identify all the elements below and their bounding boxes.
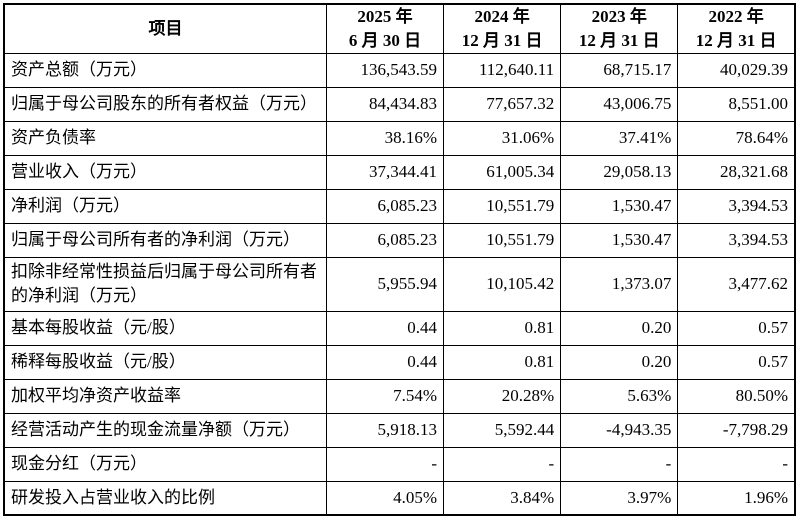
table-row: 资产负债率 38.16% 31.06% 37.41% 78.64% [3, 120, 796, 156]
row-label: 现金分红（万元） [3, 446, 327, 482]
column-header-period: 2022 年 12 月 31 日 [677, 3, 796, 54]
cell-value: - [325, 446, 445, 482]
table-body: 资产总额（万元） 136,543.59 112,640.11 68,715.17 40,… [3, 52, 796, 516]
cell-value: 0.81 [443, 310, 562, 346]
row-label: 加权平均净资产收益率 [3, 378, 327, 414]
cell-value: -4,943.35 [560, 412, 679, 448]
table-row: 净利润（万元） 6,085.23 10,551.79 1,530.47 3,394.53 [3, 188, 796, 224]
cell-value: 77,657.32 [443, 86, 562, 122]
cell-value: 3.97% [560, 480, 679, 516]
cell-value: -7,798.29 [677, 412, 796, 448]
cell-value: - [443, 446, 562, 482]
cell-value: 5,918.13 [325, 412, 445, 448]
cell-value: 68,715.17 [560, 52, 679, 88]
cell-value: 29,058.13 [560, 154, 679, 190]
cell-value: 7.54% [325, 378, 445, 414]
period-year: 2024 年 [474, 7, 530, 26]
cell-value: 0.57 [677, 344, 796, 380]
row-label: 基本每股收益（元/股） [3, 310, 327, 346]
cell-value: 1.96% [677, 480, 796, 516]
cell-value: 78.64% [677, 120, 796, 156]
cell-value: 20.28% [443, 378, 562, 414]
cell-value: 61,005.34 [443, 154, 562, 190]
period-date: 6 月 30 日 [348, 30, 422, 50]
table-row: 稀释每股收益（元/股） 0.44 0.81 0.20 0.57 [3, 344, 796, 380]
cell-value: 10,105.42 [443, 256, 562, 312]
cell-value: 40,029.39 [677, 52, 796, 88]
cell-value: 3,477.62 [677, 256, 796, 312]
cell-value: 37,344.41 [325, 154, 445, 190]
cell-value: 0.44 [325, 344, 445, 380]
table-row: 营业收入（万元） 37,344.41 61,005.34 29,058.13 28,32… [3, 154, 796, 190]
cell-value: 43,006.75 [560, 86, 679, 122]
cell-value: 3,394.53 [677, 188, 796, 224]
row-label: 资产负债率 [3, 120, 327, 156]
column-header-item: 项目 [3, 3, 327, 54]
cell-value: 31.06% [443, 120, 562, 156]
row-label: 营业收入（万元） [3, 154, 327, 190]
cell-value: 84,434.83 [325, 86, 445, 122]
cell-value: 5,955.94 [325, 256, 445, 312]
period-date: 12 月 31 日 [578, 30, 660, 50]
cell-value: 0.44 [325, 310, 445, 346]
cell-value: 5.63% [560, 378, 679, 414]
cell-value: 10,551.79 [443, 222, 562, 258]
row-label: 稀释每股收益（元/股） [3, 344, 327, 380]
column-header-period: 2023 年 12 月 31 日 [560, 3, 679, 54]
cell-value: 0.20 [560, 344, 679, 380]
cell-value: 136,543.59 [325, 52, 445, 88]
financial-summary-table: 项目 2025 年 6 月 30 日 2024 年 12 月 31 日 2023 年 12 … [3, 3, 796, 517]
table-row: 资产总额（万元） 136,543.59 112,640.11 68,715.17 40,… [3, 52, 796, 88]
cell-value: 1,530.47 [560, 222, 679, 258]
table-row: 归属于母公司所有者的净利润（万元） 6,085.23 10,551.79 1,530.… [3, 222, 796, 258]
period-year: 2023 年 [591, 7, 647, 26]
table-row: 现金分红（万元） - - - - [3, 446, 796, 482]
period-year: 2025 年 [357, 7, 413, 26]
cell-value: 10,551.79 [443, 188, 562, 224]
period-year: 2022 年 [708, 7, 764, 26]
column-header-period: 2024 年 12 月 31 日 [443, 3, 562, 54]
period-date: 12 月 31 日 [461, 30, 543, 50]
row-label: 归属于母公司所有者的净利润（万元） [3, 222, 327, 258]
table-row: 经营活动产生的现金流量净额（万元） 5,918.13 5,592.44 -4,943.… [3, 412, 796, 448]
cell-value: 28,321.68 [677, 154, 796, 190]
column-header-period: 2025 年 6 月 30 日 [325, 3, 445, 54]
table-row: 基本每股收益（元/股） 0.44 0.81 0.20 0.57 [3, 310, 796, 346]
cell-value: 6,085.23 [325, 222, 445, 258]
cell-value: 1,530.47 [560, 188, 679, 224]
cell-value: 6,085.23 [325, 188, 445, 224]
table-row: 研发投入占营业收入的比例 4.05% 3.84% 3.97% 1.96% [3, 480, 796, 516]
cell-value: 38.16% [325, 120, 445, 156]
cell-value: 1,373.07 [560, 256, 679, 312]
row-label: 研发投入占营业收入的比例 [3, 480, 327, 516]
header-row: 项目 2025 年 6 月 30 日 2024 年 12 月 31 日 2023 年 12 … [3, 3, 796, 54]
cell-value: 112,640.11 [443, 52, 562, 88]
row-label: 净利润（万元） [3, 188, 327, 224]
cell-value: 4.05% [325, 480, 445, 516]
period-date: 12 月 31 日 [695, 30, 777, 50]
row-label: 资产总额（万元） [3, 52, 327, 88]
row-label: 经营活动产生的现金流量净额（万元） [3, 412, 327, 448]
row-label: 归属于母公司股东的所有者权益（万元） [3, 86, 327, 122]
table-row: 加权平均净资产收益率 7.54% 20.28% 5.63% 80.50% [3, 378, 796, 414]
cell-value: 80.50% [677, 378, 796, 414]
cell-value: 8,551.00 [677, 86, 796, 122]
cell-value: 3.84% [443, 480, 562, 516]
cell-value: 37.41% [560, 120, 679, 156]
table-row: 归属于母公司股东的所有者权益（万元） 84,434.83 77,657.32 43,0… [3, 86, 796, 122]
table-header: 项目 2025 年 6 月 30 日 2024 年 12 月 31 日 2023 年 12 … [3, 3, 796, 54]
cell-value: 0.20 [560, 310, 679, 346]
cell-value: 5,592.44 [443, 412, 562, 448]
cell-value: 0.57 [677, 310, 796, 346]
cell-value: 0.81 [443, 344, 562, 380]
cell-value: - [677, 446, 796, 482]
row-label: 扣除非经常性损益后归属于母公司所有者的净利润（万元） [3, 256, 327, 312]
cell-value: 3,394.53 [677, 222, 796, 258]
table-row: 扣除非经常性损益后归属于母公司所有者的净利润（万元） 5,955.94 10,105… [3, 256, 796, 312]
cell-value: - [560, 446, 679, 482]
